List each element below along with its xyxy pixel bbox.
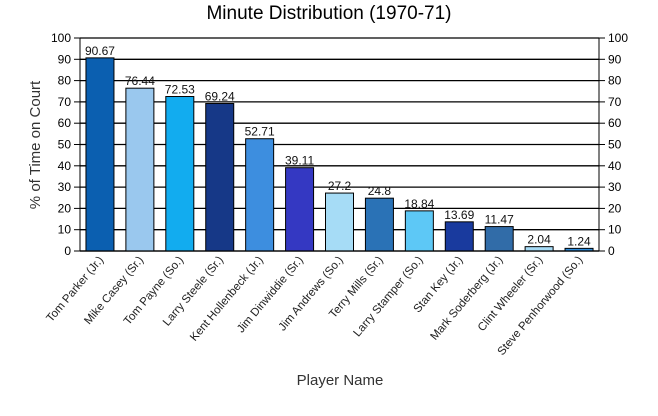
data-label: 39.11	[285, 154, 314, 168]
data-label: 90.67	[85, 44, 115, 58]
x-tick-label: Larry Stamper (So.)	[352, 254, 426, 339]
bar	[245, 138, 275, 252]
y-tick-label-left: 100	[51, 31, 71, 45]
y-tick-label-right: 20	[608, 201, 622, 215]
y-tick-label-right: 30	[608, 180, 622, 194]
y-tick-label-left: 30	[58, 180, 72, 194]
bars	[85, 57, 594, 252]
y-tick-label-left: 10	[58, 223, 72, 237]
bar	[484, 226, 514, 252]
y-tick-label-left: 50	[58, 138, 72, 152]
data-label: 52.71	[245, 125, 275, 139]
y-tick-label-right: 80	[608, 74, 622, 88]
y-axis-title: % of Time on Court	[27, 80, 44, 209]
data-label: 76.44	[125, 74, 155, 88]
data-label: 13.69	[444, 208, 474, 222]
bar	[364, 197, 394, 252]
y-tick-label-right: 60	[608, 116, 622, 130]
data-label: 18.84	[404, 197, 434, 211]
y-tick-label-right: 10	[608, 223, 622, 237]
y-tick-label-right: 50	[608, 138, 622, 152]
bar	[524, 246, 554, 252]
data-label: 1.24	[567, 234, 591, 248]
y-tick-label-left: 60	[58, 116, 72, 130]
bar	[205, 103, 235, 252]
data-label: 11.47	[485, 213, 514, 227]
data-labels: 90.67 76.44 72.53 69.24 52.71 39.11 27.2 24.8 18…	[85, 44, 591, 248]
y-tick-label-right: 100	[608, 31, 628, 45]
data-label: 2.04	[527, 233, 551, 247]
x-axis-title: Player Name	[297, 372, 384, 389]
x-tick-label: Kent Hollenbeck (Jr.)	[188, 254, 266, 344]
data-label: 24.8	[368, 184, 392, 198]
x-axis-category-labels: Tom Parker (Jr.)Mike Casey (Sr.)Tom Payn…	[44, 254, 585, 358]
bar	[285, 167, 315, 252]
data-label: 69.24	[205, 90, 235, 104]
chart-title: Minute Distribution (1970-71)	[206, 3, 451, 24]
bar	[165, 96, 195, 252]
y-tick-label-left: 70	[58, 95, 72, 109]
bar	[85, 57, 115, 252]
y-axis-right-ticks: 0 10 20 30 40 50 60 70 80 90 100	[599, 31, 628, 258]
y-tick-label-right: 40	[608, 159, 622, 173]
y-tick-label-right: 90	[608, 52, 622, 66]
bar	[404, 210, 434, 252]
y-tick-label-left: 80	[58, 74, 72, 88]
data-label: 27.2	[328, 179, 352, 193]
y-axis-left-ticks: 0 10 20 30 40 50 60 70 80 90 100	[51, 31, 80, 258]
bar	[444, 221, 474, 252]
y-tick-label-left: 90	[58, 52, 72, 66]
y-tick-label-right: 70	[608, 95, 622, 109]
x-tick-label: Steve Penhorwood (So.)	[496, 254, 586, 358]
x-tick-label: Mark Soderberg (Jr.)	[429, 254, 506, 343]
y-tick-label-right: 0	[608, 244, 615, 258]
bar	[325, 192, 354, 252]
data-label: 72.53	[165, 83, 195, 97]
y-tick-label-left: 20	[58, 201, 72, 215]
y-tick-label-left: 40	[58, 159, 72, 173]
bar	[125, 87, 155, 252]
y-tick-label-left: 0	[64, 244, 71, 258]
